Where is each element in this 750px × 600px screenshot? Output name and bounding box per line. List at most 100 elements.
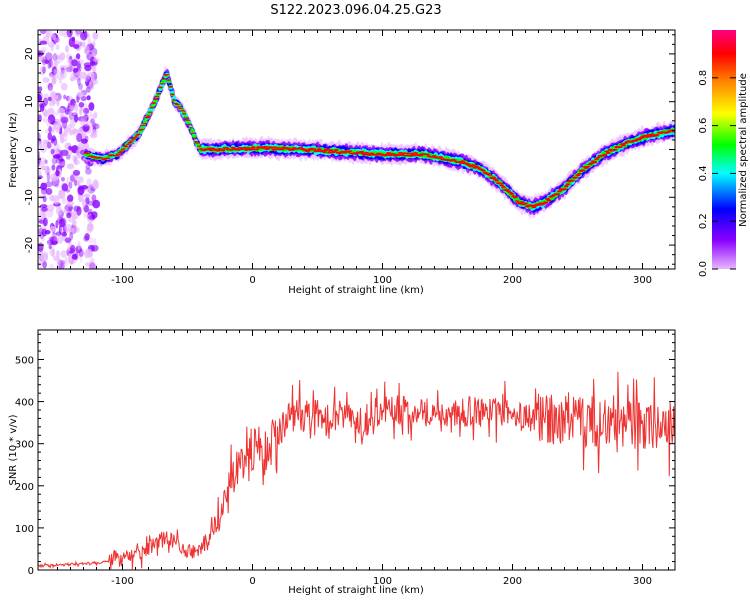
spectral-noise (84, 45, 90, 55)
spectral-noise (46, 172, 51, 183)
bottom-ylabel: SNR (10 * v/v) (8, 414, 19, 485)
spectral-noise (93, 58, 100, 63)
spectral-ridge (151, 102, 157, 104)
spectral-noise (44, 159, 48, 164)
spectral-ridge (386, 152, 391, 155)
spectral-noise (87, 200, 96, 206)
spectral-noise (67, 201, 75, 208)
spectral-noise (71, 112, 79, 117)
top-ylabel: Frequency (Hz) (8, 112, 19, 188)
spectral-noise (92, 122, 97, 128)
spectral-ridge (139, 128, 145, 131)
spectral-noise (73, 205, 80, 212)
spectral-ridge (570, 180, 576, 182)
spectral-noise (63, 33, 69, 39)
spectral-ridge (622, 142, 628, 144)
spectral-noise (38, 142, 42, 150)
spectral-noise (69, 119, 76, 128)
spectral-noise (38, 242, 44, 252)
spectral-noise (83, 212, 88, 218)
spectral-ridge (475, 167, 481, 169)
spectral-noise (61, 183, 69, 192)
spectral-noise (85, 196, 90, 205)
spectral-ridge (119, 150, 124, 152)
spectral-ridge (188, 127, 194, 129)
spectral-noise (45, 119, 51, 127)
spectral-ridge (168, 86, 174, 88)
spectral-noise (82, 199, 86, 208)
spectral-ridge (186, 123, 192, 126)
spectral-ridge (154, 95, 160, 98)
spectral-noise (72, 67, 79, 73)
spectral-ridge (191, 137, 197, 139)
spectral-ridge (563, 185, 569, 188)
spectral-noise (39, 143, 48, 153)
spectral-noise (42, 218, 47, 227)
spectral-noise (85, 228, 93, 234)
spectral-ridge (117, 151, 123, 154)
spectral-noise (42, 195, 47, 203)
spectral-ridge (158, 86, 163, 89)
spectral-ridge (279, 148, 285, 151)
spectral-ridge (190, 129, 196, 133)
spectral-noise (63, 205, 69, 215)
spectral-ridge (589, 162, 594, 165)
spectral-ridge (617, 146, 623, 149)
spectral-noise (42, 66, 46, 74)
spectral-noise (46, 30, 53, 39)
spectral-noise (85, 164, 90, 170)
spectral-noise (59, 69, 67, 79)
spectral-noise (65, 154, 71, 160)
spectral-ridge (487, 174, 493, 176)
spectral-noise (68, 105, 77, 111)
spectral-ridge (159, 83, 165, 85)
spectral-ridge (556, 190, 562, 193)
spectral-ridge (501, 186, 506, 189)
snr-line (38, 371, 675, 570)
spectral-ridge (519, 201, 525, 204)
spectral-ridge (161, 80, 167, 83)
spectral-noise (83, 115, 87, 123)
spectral-noise (38, 52, 43, 57)
spectral-ridge (153, 98, 158, 101)
spectral-ridge (144, 116, 150, 119)
spectral-noise (56, 257, 61, 267)
spectral-ridge (654, 134, 660, 136)
spectral-ridge (98, 157, 104, 159)
spectral-noise (69, 76, 75, 82)
spectral-ridge (364, 151, 369, 154)
spectral-ridge (514, 200, 520, 202)
y-tick-label: 0 (28, 566, 34, 577)
spectral-ridge (347, 150, 353, 152)
spectral-noise (43, 111, 48, 118)
colorbar-tick-label: 0.0 (698, 261, 709, 277)
spectral-ridge (452, 159, 457, 162)
spectral-ridge (332, 151, 337, 153)
spectral-noise (42, 117, 47, 123)
spectral-noise (38, 114, 42, 122)
spectral-noise (48, 244, 52, 250)
x-tick-label: -100 (111, 576, 134, 587)
spectral-ridge (114, 155, 119, 157)
spectral-ridge (149, 106, 155, 109)
spectral-ridge (362, 153, 368, 156)
spectral-noise (38, 132, 41, 141)
spectral-ridge (181, 113, 187, 115)
spectral-ridge (151, 103, 157, 106)
spectral-noise (84, 233, 90, 241)
spectral-ridge (311, 148, 317, 151)
spectral-ridge (580, 169, 586, 171)
spectral-noise (43, 217, 48, 227)
spectral-ridge (480, 169, 486, 172)
spectral-noise (87, 38, 92, 46)
spectral-noise (61, 196, 67, 205)
spectral-noise (40, 165, 48, 171)
spectral-ridge (141, 124, 147, 127)
spectral-noise (49, 86, 54, 92)
y-tick-label: 300 (15, 440, 34, 451)
spectral-noise (88, 118, 96, 129)
spectral-noise (44, 59, 49, 64)
spectral-noise (47, 82, 54, 91)
